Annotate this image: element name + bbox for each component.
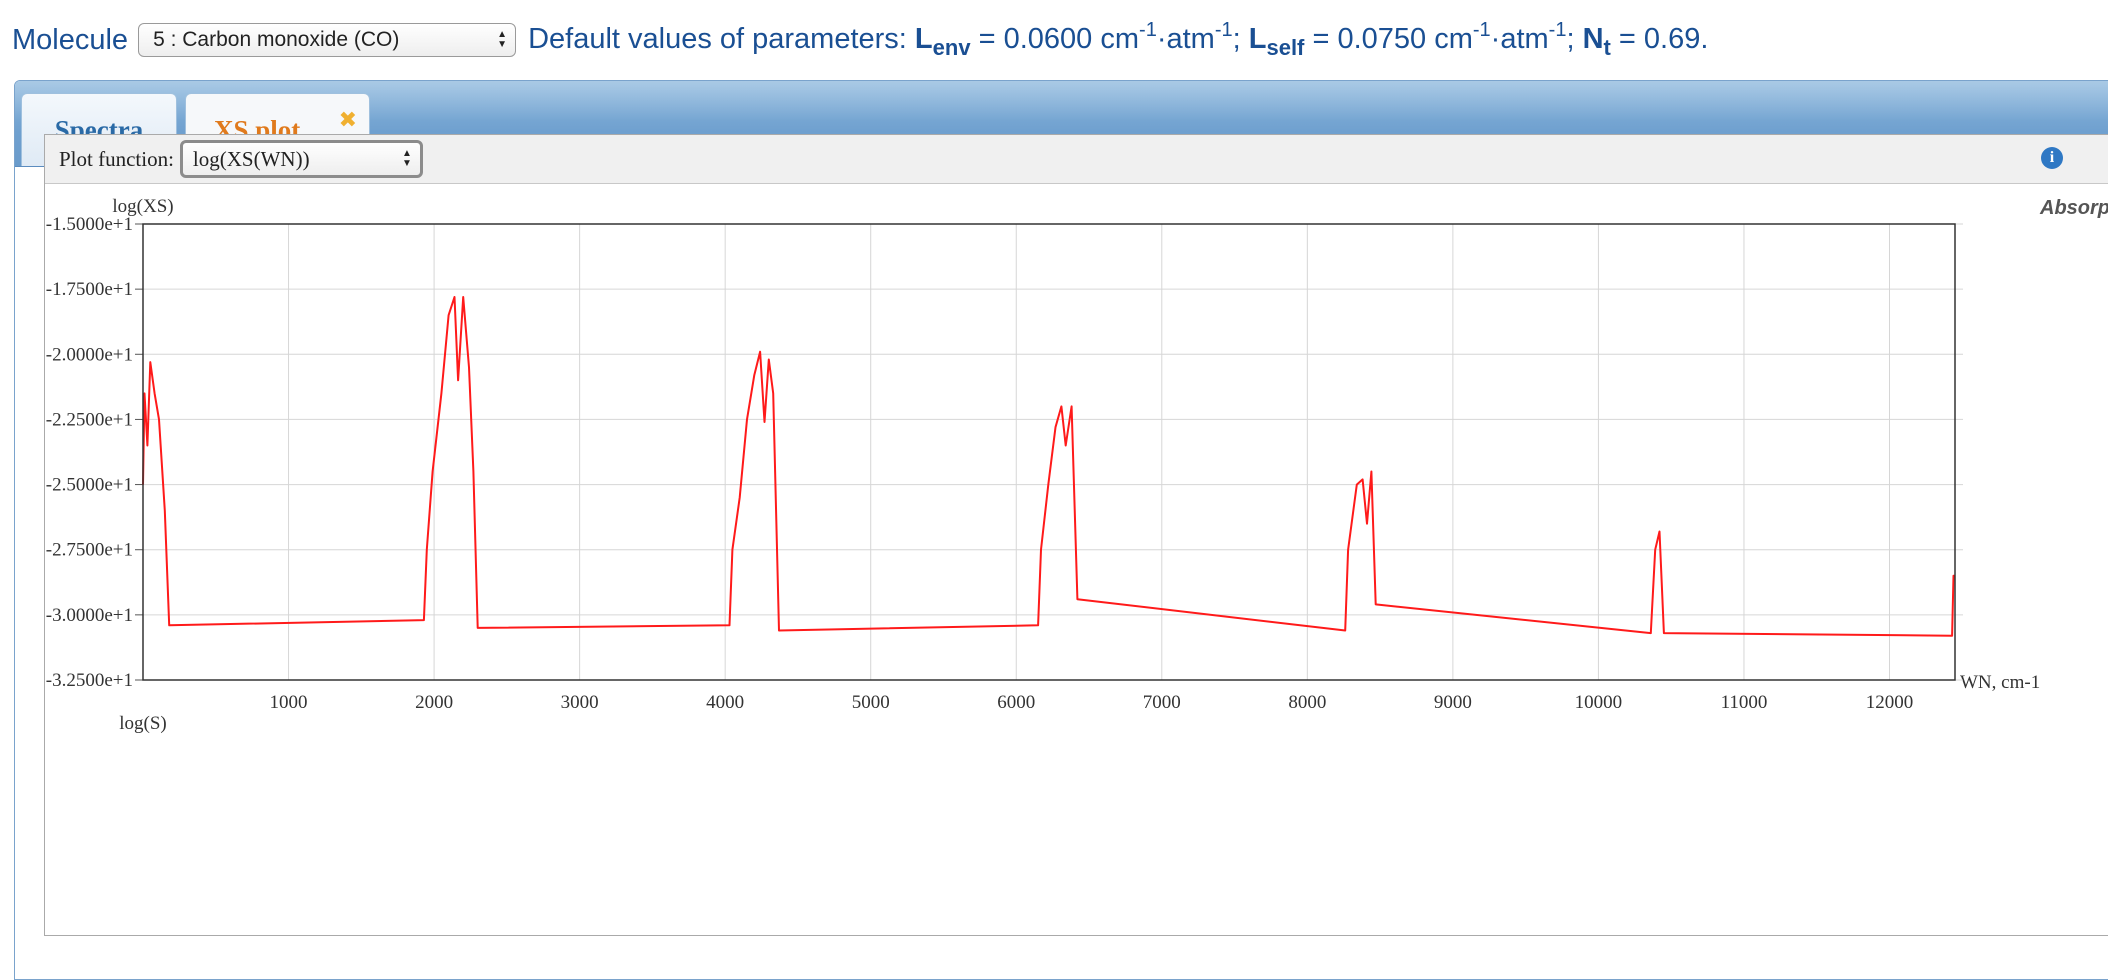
l-env-symbol: L (914, 23, 933, 55)
xs-chart: log(XS) Absorption C WN, cm-1 log(S) 100… (46, 196, 2108, 734)
xs-series-line (142, 296, 1955, 637)
x-tick-label: 9000 (1434, 692, 1472, 713)
x-tick-label: 12000 (1866, 692, 1914, 713)
sep-1: ; (1232, 23, 1249, 55)
l-self-value: = 0.0750 cm (1304, 23, 1473, 55)
nt-symbol: N (1582, 23, 1604, 55)
y-tick-label: -1.7500e+1 (46, 279, 133, 300)
y-tick-label: -2.5000e+1 (46, 475, 133, 496)
params-prefix: Default values of parameters: (528, 23, 915, 55)
molecule-select[interactable]: 5 : Carbon monoxide (CO) ▲ ▼ (138, 23, 517, 57)
top-bar: Molecule 5 : Carbon monoxide (CO) ▲ ▼ Def… (12, 18, 1708, 62)
l-env-sub: env (932, 35, 971, 60)
next-plot-ylabel: log(S) (119, 713, 167, 734)
plot-container: Plot function: log(XS(WN)) ▲ ▼ i log(XS) … (44, 134, 2108, 936)
info-icon[interactable]: i (2041, 147, 2063, 169)
plot-function-value: log(XS(WN)) (192, 146, 310, 171)
y-tick-label: -2.2500e+1 (46, 409, 133, 430)
plot-toolbar: Plot function: log(XS(WN)) ▲ ▼ i (45, 135, 2108, 184)
x-axis-label: WN, cm-1 (1960, 672, 2040, 693)
molecule-select-value: 5 : Carbon monoxide (CO) (153, 28, 400, 51)
chart-title: Absorption C (2039, 197, 2108, 219)
l-self-sub: self (1266, 35, 1305, 60)
x-tick-label: 7000 (1143, 692, 1181, 713)
plot-function-label: Plot function: (59, 146, 174, 171)
x-tick-label: 4000 (706, 692, 744, 713)
nt-value: = 0.69. (1610, 23, 1709, 55)
x-tick-label: 11000 (1721, 692, 1768, 713)
select-arrows-icon: ▲ ▼ (402, 148, 412, 169)
select-arrows-icon: ▲ ▼ (497, 29, 508, 50)
x-tick-label: 10000 (1575, 692, 1623, 713)
exp-4: -1 (1548, 19, 1567, 41)
y-tick-label: -3.2500e+1 (46, 670, 133, 691)
l-self-symbol: L (1248, 23, 1267, 55)
nt-sub: t (1603, 35, 1611, 60)
atm-1: ·atm (1156, 23, 1215, 55)
y-tick-label: -2.0000e+1 (46, 344, 133, 365)
x-tick-label: 1000 (270, 692, 308, 713)
x-tick-label: 8000 (1288, 692, 1326, 713)
exp-1: -1 (1139, 19, 1157, 41)
l-env-value: = 0.0600 cm (970, 23, 1140, 55)
y-tick-label: -1.5000e+1 (46, 214, 133, 235)
default-parameters: Default values of parameters: Lenv = 0.0… (528, 19, 1708, 61)
y-axis-label: log(XS) (112, 196, 173, 217)
x-tick-label: 3000 (561, 692, 599, 713)
exp-3: -1 (1472, 19, 1491, 41)
x-tick-label: 2000 (415, 692, 453, 713)
x-tick-label: 6000 (997, 692, 1035, 713)
molecule-label: Molecule (12, 23, 129, 56)
y-tick-label: -3.0000e+1 (46, 605, 133, 626)
close-icon[interactable]: ✖ (338, 108, 357, 133)
x-tick-label: 5000 (852, 692, 890, 713)
plot-area-frame (142, 223, 1956, 681)
plot-function-select[interactable]: log(XS(WN)) ▲ ▼ (179, 140, 423, 178)
y-tick-label: -2.7500e+1 (46, 540, 133, 561)
exp-2: -1 (1214, 19, 1233, 41)
sep-2: ; (1566, 23, 1583, 55)
atm-2: ·atm (1490, 23, 1549, 55)
